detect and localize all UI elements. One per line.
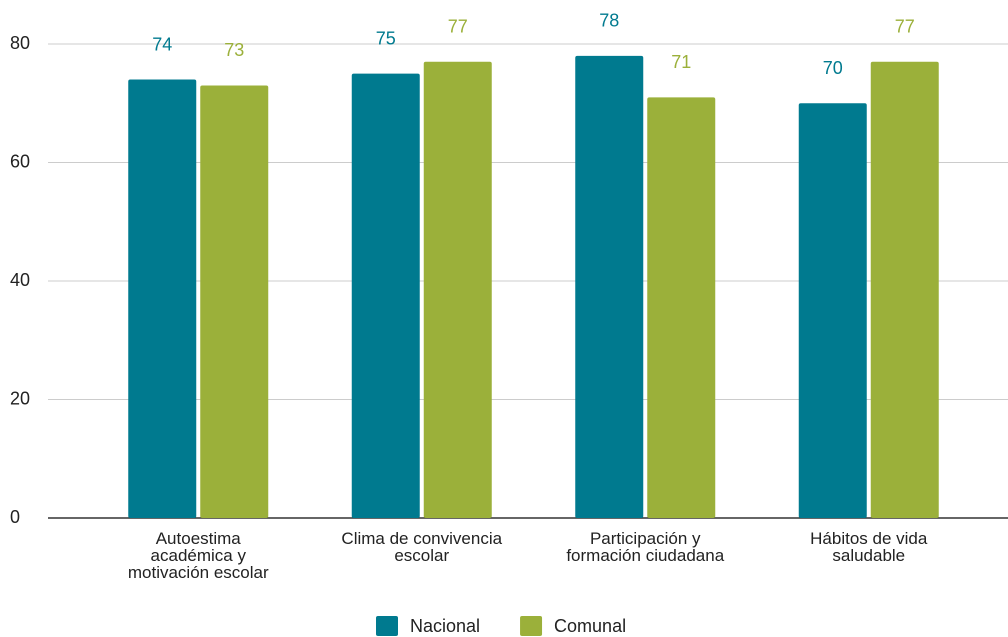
- legend-label: Nacional: [410, 616, 480, 636]
- value-label: 77: [895, 17, 915, 37]
- legend-swatch: [520, 616, 543, 636]
- x-tick-label: Hábitos de vida saludable: [810, 529, 928, 565]
- value-label: 71: [671, 52, 691, 72]
- value-label: 74: [152, 34, 172, 54]
- value-label: 70: [823, 58, 843, 78]
- value-label: 78: [599, 11, 619, 31]
- x-tick-label: Participación y formación ciudadana: [566, 529, 725, 565]
- y-tick-label: 40: [10, 270, 30, 290]
- bar: [798, 103, 867, 518]
- y-tick-label: 20: [10, 388, 30, 408]
- bar: [200, 85, 269, 518]
- y-tick-label: 80: [10, 33, 30, 53]
- y-tick-label: 0: [10, 507, 20, 527]
- value-label: 75: [376, 28, 396, 48]
- bar: [351, 73, 420, 518]
- x-tick-label: Autoestima académica y motivación escola…: [127, 529, 269, 582]
- value-label: 73: [224, 40, 244, 60]
- bar: [423, 61, 492, 519]
- value-label: 77: [448, 17, 468, 37]
- y-tick-label: 60: [10, 151, 30, 171]
- x-tick-label: Clima de convivencia escolar: [341, 529, 503, 565]
- bar: [575, 55, 644, 518]
- legend-label: Comunal: [554, 616, 626, 636]
- bar: [870, 61, 939, 519]
- legend-swatch: [376, 616, 398, 636]
- bar: [128, 79, 197, 519]
- bar: [647, 97, 716, 518]
